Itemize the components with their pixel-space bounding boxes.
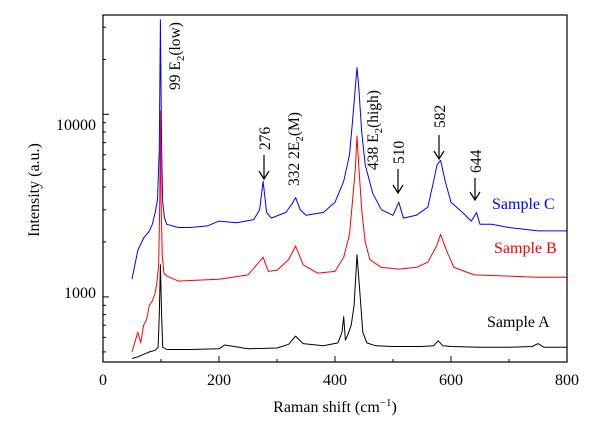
annotation-510: 510: [391, 141, 408, 165]
sample-a-label: Sample A: [487, 314, 550, 331]
x-axis-title-text: Raman shift (cm: [273, 399, 380, 416]
x-axis-ticks: [102, 356, 568, 362]
annotation-subscript: 2: [175, 56, 187, 62]
annotation-438-e2-high: 438 E2(high): [365, 90, 385, 170]
annotation-text: 99 E: [167, 61, 184, 90]
sample-b-label: Sample B: [494, 240, 557, 257]
annotation-text: 438 E: [365, 133, 382, 170]
annotation-582: 582: [432, 105, 449, 128]
arrow-276: [258, 155, 270, 181]
x-tick-label-400: 400: [323, 372, 347, 389]
x-tick-label-800: 800: [555, 372, 579, 389]
annotation-99-e2-low: 99 E2(low): [167, 22, 187, 90]
annotation-subscript: 2: [373, 128, 385, 134]
y-tick-label-1000: 1000: [64, 285, 96, 302]
y-axis-ticks: [103, 26, 109, 353]
annotation-text: 332 2E: [286, 142, 303, 186]
annotation-644: 644: [468, 150, 485, 174]
sample-c-label: Sample C: [492, 196, 555, 213]
series-group: [131, 19, 567, 359]
annotation-276: 276: [257, 127, 274, 151]
annotation-text: (high): [365, 90, 382, 128]
annotation-332-2e2-m: 332 2E2(M): [286, 112, 306, 186]
annotation-text: (low): [167, 22, 184, 56]
y-tick-label-10000: 10000: [56, 117, 96, 134]
series-line-sample-c: [131, 19, 567, 280]
x-axis-title-close: ): [392, 399, 397, 416]
x-tick-label-0: 0: [99, 372, 107, 389]
y-axis-title: Intensity (a.u.): [26, 143, 43, 237]
x-axis-title-superscript: −1: [380, 397, 392, 409]
series-line-sample-b: [131, 110, 567, 353]
arrow-644: [469, 178, 481, 202]
annotation-subscript: 2: [294, 136, 306, 142]
series-line-sample-a: [131, 254, 567, 359]
arrow-510: [392, 169, 404, 195]
arrow-582: [433, 135, 445, 161]
x-tick-label-200: 200: [207, 372, 231, 389]
annotation-text: (M): [286, 112, 303, 136]
x-tick-label-600: 600: [439, 372, 463, 389]
x-axis-title: Raman shift (cm−1): [273, 397, 397, 416]
